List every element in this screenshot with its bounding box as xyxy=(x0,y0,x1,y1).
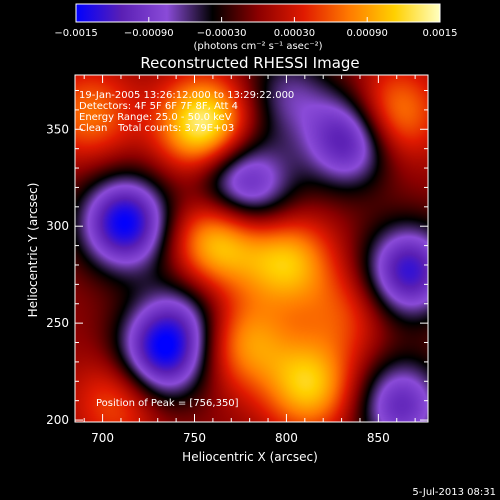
x-tick-label: 850 xyxy=(367,431,390,445)
time-range-text: 19-Jan-2005 13:26:12.000 to 13:29:22.000 xyxy=(79,90,294,101)
x-tick-label: 750 xyxy=(183,431,206,445)
colorbar-tick-label: 0.00030 xyxy=(274,28,315,39)
colorbar-tick-label: −0.00030 xyxy=(197,28,247,39)
y-tick-label: 350 xyxy=(46,122,69,136)
colorbar-tick-label: −0.00090 xyxy=(124,28,174,39)
colorbar-frame xyxy=(75,3,441,23)
x-tick-label: 700 xyxy=(91,431,114,445)
heatmap-image xyxy=(75,75,428,422)
chart-title: Reconstructed RHESSI Image xyxy=(140,54,359,72)
detectors-text: Detectors: 4F 5F 6F 7F 8F, Att 4 xyxy=(79,101,238,112)
y-axis-label: Heliocentric Y (arcsec) xyxy=(26,183,40,318)
peak-position-text: Position of Peak = [756,350] xyxy=(96,398,239,409)
colorbar xyxy=(76,4,440,22)
plot-frame xyxy=(74,74,429,423)
overlay-annotations: 19-Jan-2005 13:26:12.000 to 13:29:22.000… xyxy=(79,90,294,409)
x-tick-label: 800 xyxy=(275,431,298,445)
colorbar-units-label: (photons cm⁻² s⁻¹ asec⁻²) xyxy=(193,41,322,52)
total-counts-text: Total counts: 3.79E+03 xyxy=(117,123,234,134)
footer-date: 5-Jul-2013 08:31 xyxy=(412,487,496,498)
x-axis-label: Heliocentric X (arcsec) xyxy=(182,450,318,464)
colorbar-tick-label: 0.0015 xyxy=(423,28,458,39)
axis-ticks: 700 750 800 850 200 250 300 350 xyxy=(46,75,428,445)
y-tick-label: 200 xyxy=(46,413,69,427)
y-tick-label: 300 xyxy=(46,219,69,233)
colorbar-ticks: −0.0015 −0.00090 −0.00030 0.00030 0.00090 0.0… xyxy=(54,3,458,39)
energy-range-text: Energy Range: 25.0 - 50.0 keV xyxy=(79,112,232,123)
colorbar-tick-label: −0.0015 xyxy=(54,28,97,39)
y-tick-label: 250 xyxy=(46,316,69,330)
colorbar-tick-label: 0.00090 xyxy=(347,28,388,39)
clean-label-text: Clean xyxy=(79,123,107,134)
